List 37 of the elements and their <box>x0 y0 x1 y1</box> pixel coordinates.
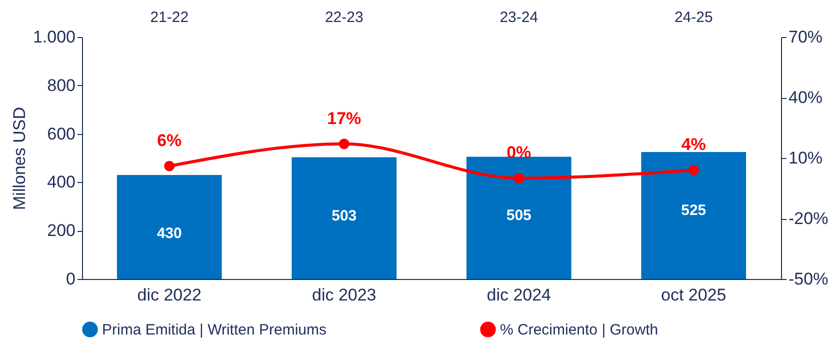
data-label: 6% <box>157 131 182 150</box>
x-tick-label: dic 2023 <box>312 286 376 304</box>
point <box>338 138 350 150</box>
y2-tick-label: 70% <box>788 28 823 46</box>
y-axis-title: Millones USD <box>10 107 29 210</box>
y2-tick-label: 40% <box>788 88 823 107</box>
y-tick-label: 600 <box>47 124 76 144</box>
y-tick-label: 400 <box>47 172 76 192</box>
y-tick-label: 0 <box>66 270 76 288</box>
y2-tick-label: -20% <box>788 209 828 228</box>
bar <box>466 156 572 279</box>
point <box>688 164 699 176</box>
data-label: 17% <box>327 108 362 128</box>
point <box>514 172 524 184</box>
text: 22-23 <box>324 9 364 26</box>
text: 24-25 <box>674 9 713 26</box>
y-tick-label: 1.000 <box>32 28 76 46</box>
legend-label: Prima Emitida | Written Premiums <box>102 321 326 338</box>
x-tick-label: dic 2022 <box>137 286 202 304</box>
x-tick-label: oct 2025 <box>661 286 726 304</box>
legend-label: % Crecimiento | Growth <box>500 321 658 338</box>
data-label: 525 <box>681 202 706 219</box>
y2-tick-label: 10% <box>788 148 823 168</box>
text: 23-24 <box>500 9 538 26</box>
data-label: 4% <box>681 135 706 154</box>
y-tick-label: 800 <box>47 76 76 95</box>
x-tick-label: dic 2024 <box>486 286 552 304</box>
y-tick-label: 200 <box>47 221 76 240</box>
data-label: 505 <box>506 206 532 224</box>
point <box>164 160 175 172</box>
bar <box>641 152 746 279</box>
data-label: 430 <box>156 224 182 242</box>
text: 21-22 <box>150 9 189 26</box>
data-label: 503 <box>332 207 357 224</box>
y2-tick-label: -50% <box>788 270 828 288</box>
bar <box>292 157 397 279</box>
bar <box>116 174 222 279</box>
